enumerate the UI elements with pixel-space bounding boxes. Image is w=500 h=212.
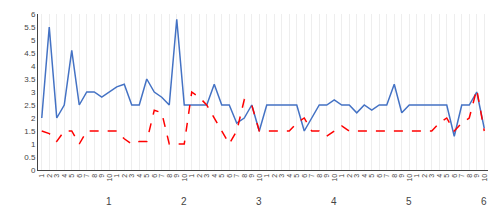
svg-text:5: 5 [368, 174, 375, 178]
svg-text:6: 6 [31, 10, 36, 19]
svg-text:8: 8 [466, 174, 473, 178]
svg-text:1: 1 [263, 174, 270, 178]
svg-text:2: 2 [196, 174, 203, 178]
svg-text:1: 1 [38, 174, 45, 178]
svg-text:2.5: 2.5 [24, 101, 36, 110]
svg-text:2: 2 [121, 174, 128, 178]
svg-text:6: 6 [76, 174, 83, 178]
svg-text:7: 7 [158, 174, 165, 178]
svg-text:4: 4 [286, 174, 293, 178]
svg-text:5: 5 [406, 196, 412, 207]
svg-text:10: 10 [481, 174, 488, 182]
svg-text:1: 1 [31, 140, 36, 149]
svg-text:1.5: 1.5 [24, 127, 36, 136]
svg-text:10: 10 [256, 174, 263, 182]
svg-text:8: 8 [391, 174, 398, 178]
svg-text:8: 8 [316, 174, 323, 178]
svg-text:7: 7 [233, 174, 240, 178]
svg-text:0.5: 0.5 [24, 153, 36, 162]
svg-text:1: 1 [338, 174, 345, 178]
svg-text:5: 5 [293, 174, 300, 178]
svg-text:5: 5 [443, 174, 450, 178]
svg-text:1: 1 [413, 174, 420, 178]
svg-text:7: 7 [383, 174, 390, 178]
svg-text:5: 5 [31, 36, 36, 45]
svg-text:4: 4 [211, 174, 218, 178]
svg-text:3: 3 [353, 174, 360, 178]
svg-text:2: 2 [181, 196, 187, 207]
svg-text:8: 8 [241, 174, 248, 178]
svg-text:10: 10 [331, 174, 338, 182]
svg-text:3: 3 [31, 88, 36, 97]
svg-text:1: 1 [106, 196, 112, 207]
svg-text:7: 7 [308, 174, 315, 178]
svg-text:3: 3 [53, 174, 60, 178]
svg-text:5: 5 [143, 174, 150, 178]
svg-text:8: 8 [91, 174, 98, 178]
svg-text:4: 4 [136, 174, 143, 178]
svg-text:4: 4 [331, 196, 337, 207]
svg-text:2: 2 [421, 174, 428, 178]
svg-text:8: 8 [166, 174, 173, 178]
svg-text:2: 2 [31, 114, 36, 123]
svg-text:3: 3 [428, 174, 435, 178]
svg-text:2: 2 [46, 174, 53, 178]
svg-text:9: 9 [398, 174, 405, 178]
svg-text:5: 5 [68, 174, 75, 178]
svg-text:9: 9 [473, 174, 480, 178]
svg-text:6: 6 [301, 174, 308, 178]
svg-text:5.5: 5.5 [24, 23, 36, 32]
svg-text:6: 6 [376, 174, 383, 178]
svg-text:9: 9 [323, 174, 330, 178]
svg-text:9: 9 [98, 174, 105, 178]
svg-text:6: 6 [481, 196, 487, 207]
svg-text:0: 0 [31, 166, 36, 175]
svg-text:4.5: 4.5 [24, 49, 36, 58]
svg-text:1: 1 [188, 174, 195, 178]
svg-text:4: 4 [31, 62, 36, 71]
svg-text:2: 2 [346, 174, 353, 178]
svg-text:10: 10 [181, 174, 188, 182]
svg-text:2: 2 [271, 174, 278, 178]
svg-text:6: 6 [451, 174, 458, 178]
svg-text:9: 9 [248, 174, 255, 178]
svg-text:4: 4 [361, 174, 368, 178]
svg-text:4: 4 [436, 174, 443, 178]
svg-text:3.5: 3.5 [24, 75, 36, 84]
svg-text:9: 9 [173, 174, 180, 178]
svg-text:6: 6 [226, 174, 233, 178]
svg-text:4: 4 [61, 174, 68, 178]
svg-text:3: 3 [203, 174, 210, 178]
svg-text:5: 5 [218, 174, 225, 178]
svg-text:3: 3 [256, 196, 262, 207]
svg-text:7: 7 [458, 174, 465, 178]
svg-text:10: 10 [106, 174, 113, 182]
svg-text:6: 6 [151, 174, 158, 178]
svg-text:10: 10 [406, 174, 413, 182]
svg-text:1: 1 [113, 174, 120, 178]
svg-text:3: 3 [278, 174, 285, 178]
svg-text:7: 7 [83, 174, 90, 178]
svg-text:3: 3 [128, 174, 135, 178]
